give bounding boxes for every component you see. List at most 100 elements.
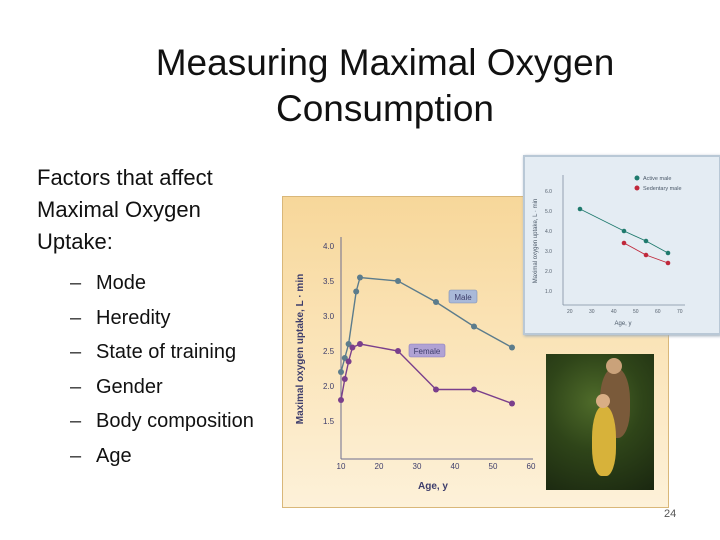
factor-item: – Age bbox=[70, 439, 254, 474]
factor-label: Age bbox=[96, 444, 132, 467]
inset-x-axis-label: Age, y bbox=[614, 321, 631, 327]
inset-y-tick-label: 6.0 bbox=[545, 189, 552, 195]
male-data-point bbox=[338, 369, 344, 375]
inset-y-tick-label: 2.0 bbox=[545, 269, 552, 275]
active-data-point bbox=[621, 228, 627, 234]
y-axis-label: Maximal oxygen uptake, L · min bbox=[295, 274, 306, 424]
inset-y-axis-label: Maximal oxygen uptake, L · min bbox=[533, 199, 539, 283]
y-tick-label: 4.0 bbox=[323, 242, 335, 251]
legend-swatch-active bbox=[634, 175, 640, 181]
legend-active-label: Active male bbox=[643, 176, 671, 182]
male-data-point bbox=[509, 344, 515, 351]
x-tick-label: 30 bbox=[413, 462, 422, 471]
inset-x-tick-label: 40 bbox=[611, 309, 617, 315]
inset-x-tick-label: 70 bbox=[677, 309, 683, 315]
male-data-point bbox=[353, 288, 360, 295]
male-data-point bbox=[395, 278, 401, 284]
x-tick-label: 10 bbox=[337, 462, 346, 471]
male-series-points bbox=[338, 274, 515, 375]
y-tick-label: 2.5 bbox=[323, 347, 335, 356]
factor-item: – Gender bbox=[70, 370, 254, 405]
factor-item: – Heredity bbox=[70, 301, 254, 336]
intro-line-2: Maximal Oxygen bbox=[37, 197, 201, 222]
title-line-2: Consumption bbox=[275, 88, 494, 129]
inset-y-tick-label: 4.0 bbox=[545, 229, 552, 235]
female-data-point bbox=[349, 344, 356, 351]
x-tick-label: 40 bbox=[451, 462, 460, 471]
active-data-point bbox=[643, 238, 649, 244]
age-vo2max-plot: 4.0 3.5 3.0 2.5 2.0 1.5 10 20 30 40 50 6… bbox=[295, 237, 536, 492]
y-tick-labels: 4.0 3.5 3.0 2.5 2.0 1.5 bbox=[323, 242, 335, 426]
x-tick-labels: 10 20 30 40 50 60 bbox=[337, 462, 536, 471]
male-data-point bbox=[357, 274, 363, 281]
factor-label: Body composition bbox=[96, 410, 254, 433]
factor-item: – Mode bbox=[70, 266, 254, 301]
male-data-point bbox=[433, 299, 439, 305]
adult-runner-head bbox=[606, 358, 622, 374]
male-data-point bbox=[471, 323, 477, 330]
male-label-box bbox=[448, 289, 478, 304]
y-tick-label: 1.5 bbox=[323, 417, 335, 426]
female-data-point bbox=[345, 358, 352, 365]
sedentary-series-points bbox=[621, 240, 671, 266]
inset-y-tick-label: 5.0 bbox=[545, 209, 552, 215]
title-line-1: Measuring Maximal Oxygen bbox=[155, 42, 615, 83]
factor-item: – Body composition bbox=[70, 404, 254, 439]
inset-x-tick-label: 20 bbox=[567, 309, 573, 315]
main-axes bbox=[340, 237, 533, 460]
male-data-point bbox=[345, 341, 352, 347]
slide-title: Measuring Maximal Oxygen Consumption bbox=[90, 40, 680, 132]
active-vs-sedentary-figure: 6.0 5.0 4.0 3.0 2.0 1.0 20 30 40 50 60 7… bbox=[523, 155, 720, 335]
sedentary-data-point bbox=[621, 240, 627, 246]
female-data-point bbox=[357, 341, 363, 347]
female-data-point bbox=[433, 386, 439, 393]
factor-item: – State of training bbox=[70, 335, 254, 370]
bullet-dash: – bbox=[70, 410, 82, 433]
female-series-points bbox=[338, 341, 515, 407]
intro-line-1: Factors that affect bbox=[37, 165, 213, 190]
intro-line-3: Uptake: bbox=[37, 229, 113, 254]
inset-legend: Active male Sedentary male bbox=[634, 175, 682, 192]
inset-x-tick-labels: 20 30 40 50 60 70 bbox=[567, 309, 683, 315]
bullet-dash: – bbox=[70, 375, 82, 398]
female-data-point bbox=[338, 397, 344, 403]
sedentary-data-point bbox=[665, 260, 671, 266]
legend-sedentary-label: Sedentary male bbox=[643, 186, 682, 192]
inset-y-tick-label: 1.0 bbox=[545, 289, 552, 295]
female-data-point bbox=[509, 400, 515, 407]
y-tick-label: 2.0 bbox=[323, 382, 335, 391]
female-series-label: Female bbox=[414, 347, 441, 356]
female-data-point bbox=[395, 348, 401, 354]
inset-y-tick-labels: 6.0 5.0 4.0 3.0 2.0 1.0 bbox=[545, 189, 552, 295]
x-axis-label: Age, y bbox=[418, 481, 448, 492]
active-series-line bbox=[579, 208, 669, 254]
y-tick-label: 3.5 bbox=[323, 277, 335, 286]
y-tick-label: 3.0 bbox=[323, 312, 335, 321]
female-label-box bbox=[408, 343, 446, 358]
runners-photo bbox=[546, 354, 654, 490]
x-tick-label: 50 bbox=[489, 462, 498, 471]
factor-label: Heredity bbox=[96, 306, 171, 329]
active-vs-sedentary-plot: 6.0 5.0 4.0 3.0 2.0 1.0 20 30 40 50 60 7… bbox=[533, 175, 685, 327]
inset-y-tick-label: 3.0 bbox=[545, 249, 552, 255]
factor-label: Mode bbox=[96, 272, 147, 294]
x-tick-label: 60 bbox=[527, 462, 536, 471]
x-tick-label: 20 bbox=[375, 462, 384, 471]
sedentary-data-point bbox=[643, 252, 649, 258]
child-runner-head bbox=[596, 394, 610, 408]
legend-swatch-sedentary bbox=[634, 185, 640, 191]
page-number: 24 bbox=[664, 508, 677, 520]
factor-label: Gender bbox=[96, 375, 163, 398]
male-data-point bbox=[341, 355, 348, 361]
factor-label: State of training bbox=[96, 341, 237, 364]
active-data-point bbox=[577, 206, 583, 212]
active-data-point bbox=[665, 250, 671, 256]
female-data-point bbox=[471, 386, 477, 393]
inset-x-tick-label: 60 bbox=[655, 309, 661, 315]
bullet-dash: – bbox=[70, 341, 82, 364]
male-series-label: Male bbox=[454, 293, 472, 302]
child-runner-figure bbox=[592, 406, 616, 476]
inset-x-tick-label: 50 bbox=[633, 309, 639, 315]
inset-x-tick-label: 30 bbox=[589, 309, 595, 315]
bullet-dash: – bbox=[70, 306, 82, 329]
